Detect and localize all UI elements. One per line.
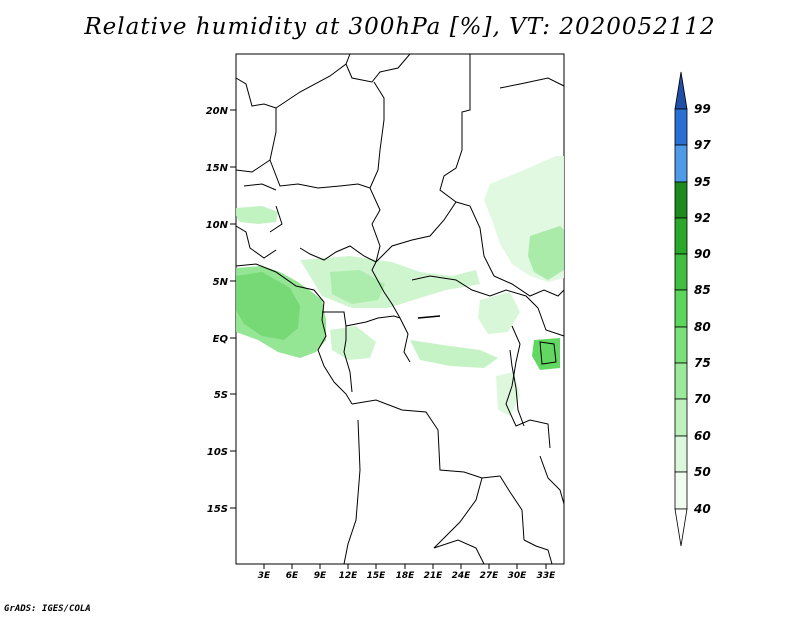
colorbar-label: 85 xyxy=(694,283,711,297)
colorbar-label: 99 xyxy=(694,102,711,116)
lat-label: EQ xyxy=(213,334,229,345)
lat-label: 15S xyxy=(207,504,228,515)
colorbar-swatch xyxy=(674,144,688,183)
lat-label: 20N xyxy=(206,106,229,117)
colorbar-label: 95 xyxy=(694,175,711,189)
colorbar-label: 50 xyxy=(694,465,711,479)
lon-tick-30E: 30E xyxy=(508,564,528,581)
lon-tick-18E: 18E xyxy=(396,564,416,581)
lon-label: 33E xyxy=(537,571,557,581)
lon-tick-33E: 33E xyxy=(537,564,557,581)
lon-tick-21E: 21E xyxy=(424,564,444,581)
lon-label: 18E xyxy=(396,571,416,581)
colorbar-swatch xyxy=(674,326,688,364)
lat-tick-5N: 5N xyxy=(213,277,236,288)
colorbar-top-arrow xyxy=(674,71,688,110)
colorbar xyxy=(674,71,688,547)
lon-tick-27E: 27E xyxy=(480,564,500,581)
lat-label: 5N xyxy=(213,277,229,288)
lon-tick-15E: 15E xyxy=(367,564,387,581)
colorbar-swatch xyxy=(674,362,688,400)
colorbar-swatch xyxy=(674,253,688,291)
map-title: Relative humidity at 300hPa [%], VT: 202… xyxy=(84,14,716,40)
lat-axis: 20N 15N 10N 5N EQ 5S 10S 15S xyxy=(206,106,236,515)
lon-tick-12E: 12E xyxy=(339,564,359,581)
colorbar-bottom-arrow xyxy=(674,508,688,547)
lat-label: 5S xyxy=(214,390,228,401)
lat-tick-15S: 15S xyxy=(207,504,236,515)
lon-tick-3E: 3E xyxy=(258,564,271,581)
colorbar-label: 80 xyxy=(694,320,711,334)
lat-tick-5S: 5S xyxy=(214,390,236,401)
humidity-shading xyxy=(236,156,564,416)
lat-label: 10S xyxy=(207,447,228,458)
colorbar-swatch xyxy=(674,108,688,146)
lat-tick-20N: 20N xyxy=(206,106,236,117)
colorbar-label: 75 xyxy=(694,356,711,370)
lat-label: 10N xyxy=(206,220,229,231)
colorbar-swatch xyxy=(674,471,688,510)
lon-label: 3E xyxy=(258,571,271,581)
colorbar-swatch xyxy=(674,181,688,219)
lon-tick-24E: 24E xyxy=(452,564,472,581)
colorbar-labels: 99 97 95 92 90 85 80 75 70 60 50 40 xyxy=(693,102,711,516)
lat-tick-EQ: EQ xyxy=(213,334,236,345)
lon-label: 24E xyxy=(452,571,472,581)
colorbar-label: 92 xyxy=(694,211,711,225)
colorbar-label: 97 xyxy=(694,138,711,152)
colorbar-swatch xyxy=(674,289,688,328)
lon-label: 30E xyxy=(508,571,528,581)
colorbar-swatch xyxy=(674,398,688,437)
lat-tick-10N: 10N xyxy=(206,220,236,231)
colorbar-label: 60 xyxy=(694,429,711,443)
colorbar-label: 90 xyxy=(694,247,711,261)
country-borders xyxy=(235,53,565,565)
colorbar-swatch xyxy=(674,217,688,255)
lat-tick-15N: 15N xyxy=(206,163,236,174)
lon-label: 27E xyxy=(480,571,500,581)
colorbar-swatch xyxy=(674,435,688,473)
colorbar-label: 40 xyxy=(693,502,711,516)
lon-label: 21E xyxy=(424,571,444,581)
lon-label: 6E xyxy=(286,571,299,581)
lon-label: 12E xyxy=(339,571,359,581)
lat-label: 15N xyxy=(206,163,229,174)
colorbar-label: 70 xyxy=(694,392,711,406)
lat-tick-10S: 10S xyxy=(207,447,236,458)
lon-label: 15E xyxy=(367,571,387,581)
lon-tick-9E: 9E xyxy=(314,564,327,581)
lon-axis: 3E 6E 9E 12E 15E 18E 21E 24E 27E 30E 33E xyxy=(258,564,556,581)
grads-credit: GrADS: IGES/COLA xyxy=(4,604,91,614)
lon-label: 9E xyxy=(314,571,327,581)
lon-tick-6E: 6E xyxy=(286,564,299,581)
